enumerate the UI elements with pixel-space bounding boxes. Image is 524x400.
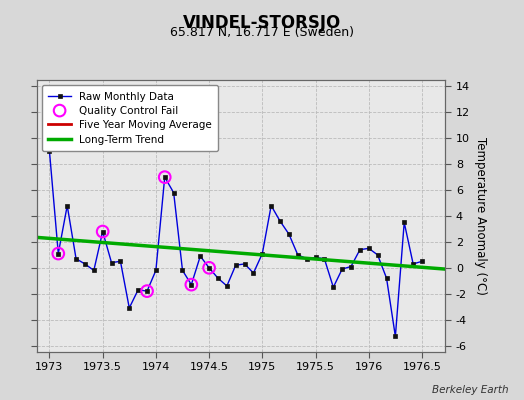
Quality Control Fail [54, 250, 62, 257]
Raw Monthly Data [330, 285, 336, 290]
Raw Monthly Data [152, 268, 159, 273]
Raw Monthly Data [100, 229, 106, 234]
Raw Monthly Data [170, 190, 177, 195]
Raw Monthly Data [401, 220, 407, 225]
Raw Monthly Data [277, 219, 283, 224]
Raw Monthly Data [117, 259, 124, 264]
Raw Monthly Data [250, 270, 257, 275]
Raw Monthly Data [410, 262, 416, 266]
Raw Monthly Data [215, 276, 221, 280]
Raw Monthly Data [224, 284, 230, 288]
Raw Monthly Data [384, 276, 390, 280]
Raw Monthly Data [46, 149, 52, 154]
Quality Control Fail [205, 265, 213, 271]
Raw Monthly Data [206, 266, 212, 270]
Y-axis label: Temperature Anomaly (°C): Temperature Anomaly (°C) [474, 137, 487, 295]
Raw Monthly Data [259, 251, 266, 256]
Raw Monthly Data [268, 203, 274, 208]
Raw Monthly Data [286, 232, 292, 236]
Raw Monthly Data [242, 262, 248, 266]
Raw Monthly Data [161, 175, 168, 180]
Line: Raw Monthly Data: Raw Monthly Data [47, 149, 424, 339]
Raw Monthly Data [233, 263, 239, 268]
Raw Monthly Data [392, 334, 399, 339]
Raw Monthly Data [339, 267, 345, 272]
Raw Monthly Data [357, 247, 363, 252]
Raw Monthly Data [64, 203, 70, 208]
Raw Monthly Data [294, 252, 301, 257]
Quality Control Fail [143, 288, 151, 294]
Text: VINDEL-STORSJO: VINDEL-STORSJO [183, 14, 341, 32]
Raw Monthly Data [91, 268, 97, 273]
Raw Monthly Data [126, 306, 133, 310]
Raw Monthly Data [312, 255, 319, 260]
Raw Monthly Data [108, 260, 115, 265]
Raw Monthly Data [188, 282, 194, 287]
Raw Monthly Data [179, 268, 185, 273]
Quality Control Fail [99, 228, 107, 235]
Raw Monthly Data [197, 254, 203, 258]
Raw Monthly Data [303, 256, 310, 261]
Raw Monthly Data [144, 289, 150, 294]
Text: Berkeley Earth: Berkeley Earth [432, 385, 508, 395]
Raw Monthly Data [366, 246, 372, 251]
Raw Monthly Data [375, 252, 381, 257]
Raw Monthly Data [55, 251, 61, 256]
Quality Control Fail [187, 282, 195, 288]
Raw Monthly Data [348, 264, 354, 269]
Raw Monthly Data [321, 256, 328, 261]
Raw Monthly Data [135, 288, 141, 292]
Text: 65.817 N, 16.717 E (Sweden): 65.817 N, 16.717 E (Sweden) [170, 26, 354, 39]
Raw Monthly Data [419, 259, 425, 264]
Raw Monthly Data [73, 256, 79, 261]
Raw Monthly Data [82, 262, 88, 266]
Quality Control Fail [160, 174, 169, 180]
Legend: Raw Monthly Data, Quality Control Fail, Five Year Moving Average, Long-Term Tren: Raw Monthly Data, Quality Control Fail, … [42, 85, 219, 151]
